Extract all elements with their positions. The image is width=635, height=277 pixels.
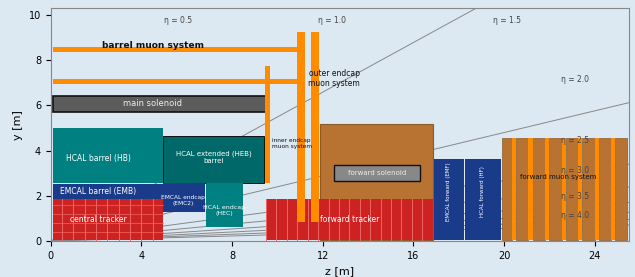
Bar (434, 158, 464, 240)
Bar (612, 138, 615, 240)
Text: η = 3.5: η = 3.5 (561, 193, 589, 201)
Bar (578, 138, 582, 240)
Text: forward solenoid: forward solenoid (348, 170, 406, 176)
Bar (297, 32, 305, 222)
Bar (502, 138, 512, 240)
Text: η = 0.5: η = 0.5 (164, 16, 192, 25)
Bar (566, 138, 578, 240)
Bar (53, 47, 298, 52)
Text: HCAL barrel (HB): HCAL barrel (HB) (66, 154, 131, 163)
Text: inner endcap
muon system: inner endcap muon system (272, 138, 312, 149)
Text: EMCAL endcap
(EMC2): EMCAL endcap (EMC2) (161, 195, 205, 206)
Bar (582, 138, 594, 240)
Y-axis label: y [m]: y [m] (13, 110, 23, 140)
Bar (465, 158, 500, 240)
Bar (334, 165, 420, 181)
Text: η = 2.5: η = 2.5 (561, 136, 589, 145)
Text: main solenoid: main solenoid (123, 99, 182, 108)
Text: η = 2.0: η = 2.0 (561, 75, 589, 84)
Text: forward tracker: forward tracker (320, 215, 380, 224)
Text: η = 4.0: η = 4.0 (561, 211, 589, 219)
Text: η = 1.5: η = 1.5 (493, 16, 521, 25)
Bar (615, 138, 627, 240)
Text: outer endcap
muon system: outer endcap muon system (308, 69, 360, 88)
Bar (528, 138, 533, 240)
Bar (516, 138, 528, 240)
Bar (561, 138, 566, 240)
Bar (549, 138, 561, 240)
Bar (599, 138, 612, 240)
Bar (53, 79, 298, 84)
Bar (512, 138, 516, 240)
Text: HCAL extended (HEB)
barrel: HCAL extended (HEB) barrel (176, 151, 252, 164)
Text: HCAL forward (HF): HCAL forward (HF) (481, 166, 485, 217)
Bar (53, 199, 163, 240)
Text: EMCAL forward (EMF): EMCAL forward (EMF) (446, 162, 451, 220)
Text: forward muon system: forward muon system (520, 174, 597, 179)
Bar (266, 199, 432, 240)
Text: η = 1.0: η = 1.0 (318, 16, 346, 25)
Bar (321, 124, 432, 240)
Bar (594, 138, 599, 240)
Bar (533, 138, 545, 240)
X-axis label: z [m]: z [m] (325, 266, 354, 276)
Bar (206, 183, 243, 227)
Text: barrel muon system: barrel muon system (102, 41, 204, 50)
Text: EMCAL barrel (EMB): EMCAL barrel (EMB) (60, 187, 137, 196)
Bar (545, 138, 549, 240)
Text: η = 3.0: η = 3.0 (561, 166, 589, 175)
Bar (53, 184, 163, 199)
Bar (53, 96, 269, 112)
Bar (311, 32, 319, 222)
Bar (53, 128, 163, 183)
Bar (163, 183, 205, 212)
Bar (265, 66, 270, 183)
Bar (163, 136, 264, 183)
Text: HCAL endcap
(HEC): HCAL endcap (HEC) (203, 205, 245, 216)
Text: central tracker: central tracker (70, 215, 127, 224)
